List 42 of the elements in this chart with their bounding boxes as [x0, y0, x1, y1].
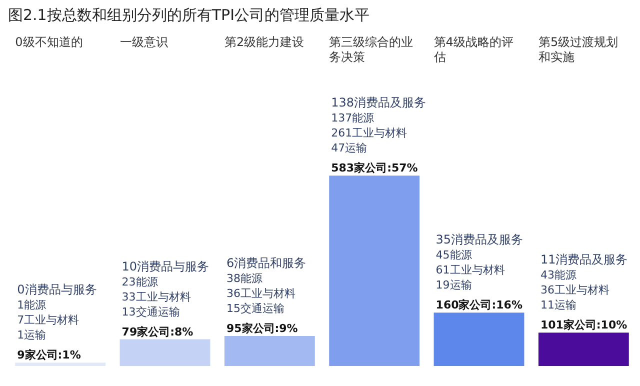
bar: [538, 332, 629, 366]
annotation: 7工业与材料: [17, 314, 80, 327]
annotation: 36工业与材料: [226, 286, 296, 300]
annotation: 13交通运输: [122, 305, 180, 318]
bar: [224, 336, 315, 366]
data-label: 79家公司:8%: [122, 325, 194, 338]
text: 137能源: [331, 112, 374, 125]
annotation: 33工业与材料: [122, 290, 191, 304]
annotation: 35消费品及服务: [436, 232, 524, 247]
annotation: 6消费品和服务: [226, 256, 306, 270]
text: 138消费品及服务: [331, 96, 426, 110]
annotation: 1能源: [17, 298, 46, 312]
bar: [329, 176, 420, 366]
annotation: 38能源: [226, 272, 262, 285]
annotation: 15交通运输: [226, 302, 284, 315]
annotation: 61工业与材料: [436, 264, 505, 277]
data-label: 101家公司:10%: [540, 318, 628, 332]
x-tick-label: 第5级过渡规划和实施: [538, 35, 618, 64]
annotation: 43能源: [540, 268, 576, 282]
x-tick-label: 一级意识: [120, 35, 168, 49]
bar: [120, 339, 210, 366]
annotation: 11消费品及服务: [540, 252, 628, 267]
data-label: 160家公司:16%: [436, 298, 522, 312]
annotation: 1运输: [17, 328, 46, 342]
annotation: 45能源: [436, 248, 472, 262]
annotation: 11运输: [540, 298, 576, 312]
data-label: 583家公司:57%: [331, 162, 418, 175]
annotation: 36工业与材料: [540, 284, 610, 297]
data-label: 9家公司:1%: [17, 348, 81, 362]
annotation: 0消费品与服务: [17, 282, 97, 297]
annotation: 23能源: [122, 275, 158, 288]
x-tick-label: 第4级战略的评估: [432, 35, 514, 64]
x-tick-label: 第2级能力建设: [224, 35, 304, 49]
annotation: 19运输: [436, 278, 472, 292]
x-tick-label: 0级不知道的: [15, 35, 83, 49]
x-tick-label: 第三级综合的业务决策: [329, 35, 414, 64]
chart-title: 图2.1按总数和组别分列的所有TPI公司的管理质量水平: [8, 6, 370, 24]
bar: [434, 312, 524, 366]
text: 261工业与材料: [331, 126, 408, 140]
annotation: 10消费品与服务: [122, 259, 210, 274]
text: 47运输: [331, 142, 368, 155]
data-label: 95家公司:9%: [226, 322, 298, 335]
